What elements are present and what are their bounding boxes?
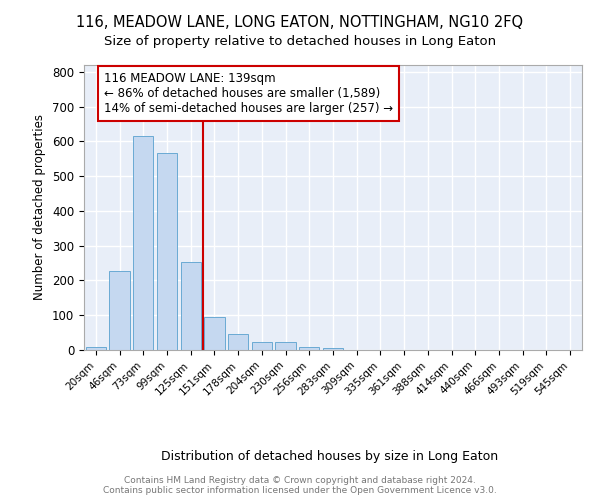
- Bar: [228, 334, 248, 350]
- Bar: [133, 136, 154, 350]
- Bar: [299, 347, 319, 350]
- Bar: [109, 271, 130, 350]
- Text: Distribution of detached houses by size in Long Eaton: Distribution of detached houses by size …: [161, 450, 499, 463]
- Text: Size of property relative to detached houses in Long Eaton: Size of property relative to detached ho…: [104, 35, 496, 48]
- Bar: [86, 346, 106, 350]
- Bar: [275, 342, 296, 350]
- Text: 116, MEADOW LANE, LONG EATON, NOTTINGHAM, NG10 2FQ: 116, MEADOW LANE, LONG EATON, NOTTINGHAM…: [76, 15, 524, 30]
- Bar: [205, 317, 224, 350]
- Bar: [252, 342, 272, 350]
- Text: Contains HM Land Registry data © Crown copyright and database right 2024.
Contai: Contains HM Land Registry data © Crown c…: [103, 476, 497, 495]
- Y-axis label: Number of detached properties: Number of detached properties: [34, 114, 46, 300]
- Text: 116 MEADOW LANE: 139sqm
← 86% of detached houses are smaller (1,589)
14% of semi: 116 MEADOW LANE: 139sqm ← 86% of detache…: [104, 72, 393, 115]
- Bar: [157, 153, 177, 350]
- Bar: [181, 262, 201, 350]
- Bar: [323, 348, 343, 350]
